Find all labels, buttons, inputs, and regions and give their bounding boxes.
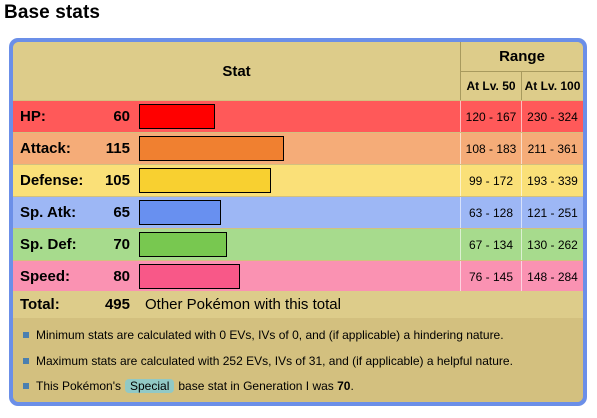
row-divider — [521, 101, 522, 132]
range-lv100: 230 - 324 — [527, 109, 578, 124]
stat-name[interactable]: Speed: — [20, 268, 71, 285]
total-label: Total: — [20, 296, 60, 313]
stat-name[interactable]: Attack: — [20, 140, 71, 157]
bullet-icon — [23, 332, 29, 338]
stat-bar — [139, 200, 221, 225]
bullet-icon — [23, 358, 29, 364]
stat-value: 70 — [113, 236, 130, 253]
stat-bar — [139, 104, 215, 129]
stat-value: 115 — [105, 140, 130, 157]
header-divider — [461, 71, 583, 72]
stat-row: Sp. Def: 70 67 - 134 130 - 262 — [13, 229, 583, 260]
range-lv50: 99 - 172 — [468, 173, 514, 188]
stat-bar-cell — [137, 261, 460, 292]
row-divider — [521, 165, 522, 196]
stat-value: 80 — [113, 268, 130, 285]
range-column-header: Range — [499, 48, 545, 65]
stat-label-cell: Sp. Def: 70 — [13, 229, 137, 260]
row-divider — [521, 133, 522, 164]
stat-value: 60 — [113, 108, 130, 125]
total-label-cell: Total: 495 — [13, 291, 137, 318]
notes-list: Minimum stats are calculated with 0 EVs,… — [13, 319, 583, 402]
stat-bar-cell — [137, 197, 460, 228]
section-heading: Base stats — [4, 2, 101, 23]
lv100-column-header: At Lv. 100 — [524, 79, 581, 93]
stat-row: HP: 60 120 - 167 230 - 324 — [13, 101, 583, 132]
lv50-column-header: At Lv. 50 — [466, 79, 516, 93]
row-divider — [460, 101, 461, 132]
row-divider — [521, 261, 522, 292]
range-lv50: 63 - 128 — [468, 205, 514, 220]
special-stat-badge[interactable]: Special — [125, 379, 175, 393]
stat-name[interactable]: Defense: — [20, 172, 84, 189]
row-divider — [521, 229, 522, 260]
note-gen1-suffix: . — [350, 379, 354, 393]
note-max: Maximum stats are calculated with 252 EV… — [36, 354, 513, 368]
list-item: Minimum stats are calculated with 0 EVs,… — [23, 326, 504, 344]
row-divider — [521, 197, 522, 228]
total-value: 495 — [104, 296, 130, 313]
stat-bar-cell — [137, 229, 460, 260]
note-gen1-value: 70 — [337, 379, 351, 393]
note-gen1-middle: base stat in Generation I was — [178, 379, 334, 393]
header-divider — [460, 42, 461, 100]
range-lv100: 193 - 339 — [527, 173, 578, 188]
stat-label-cell: HP: 60 — [13, 101, 137, 132]
stat-bar-cell — [137, 165, 460, 196]
stat-row: Defense: 105 99 - 172 193 - 339 — [13, 165, 583, 196]
stat-bar-cell — [137, 101, 460, 132]
note-gen1-prefix: This Pokémon's — [36, 379, 121, 393]
stat-label-cell: Defense: 105 — [13, 165, 137, 196]
range-lv50: 76 - 145 — [468, 269, 514, 284]
range-lv50: 108 - 183 — [465, 141, 517, 156]
row-divider — [460, 165, 461, 196]
table-inner: Stat Range At Lv. 50 At Lv. 100 HP: 60 120… — [13, 42, 583, 402]
stat-name[interactable]: HP: — [20, 108, 46, 125]
stat-column-header: Stat — [222, 62, 251, 80]
total-row: Total: 495 Other Pokémon with this total — [13, 291, 583, 318]
list-item: This Pokémon's Special base stat in Gene… — [23, 377, 354, 395]
stat-bar — [139, 232, 227, 257]
note-min: Minimum stats are calculated with 0 EVs,… — [36, 328, 504, 342]
stat-row: Speed: 80 76 - 145 148 - 284 — [13, 261, 583, 292]
row-divider — [460, 229, 461, 260]
range-lv100: 211 - 361 — [527, 141, 578, 156]
stat-label-cell: Attack: 115 — [13, 133, 137, 164]
row-divider — [460, 197, 461, 228]
stat-bar — [139, 136, 284, 161]
stat-value: 65 — [113, 204, 130, 221]
range-lv50: 120 - 167 — [465, 109, 517, 124]
stat-name[interactable]: Sp. Def: — [20, 236, 77, 253]
stat-label-cell: Sp. Atk: 65 — [13, 197, 137, 228]
range-lv50: 67 - 134 — [468, 237, 514, 252]
stat-row: Sp. Atk: 65 63 - 128 121 - 251 — [13, 197, 583, 228]
stat-name[interactable]: Sp. Atk: — [20, 204, 77, 221]
stat-label-cell: Speed: 80 — [13, 261, 137, 292]
stat-bar — [139, 168, 271, 193]
range-lv100: 130 - 262 — [527, 237, 578, 252]
row-divider — [460, 133, 461, 164]
list-item: Maximum stats are calculated with 252 EV… — [23, 352, 513, 370]
stat-row: Attack: 115 108 - 183 211 - 361 — [13, 133, 583, 164]
base-stats-table: Stat Range At Lv. 50 At Lv. 100 HP: 60 120… — [9, 38, 587, 406]
stat-value: 105 — [104, 172, 130, 189]
stat-bar-cell — [137, 133, 460, 164]
table-header: Stat Range At Lv. 50 At Lv. 100 — [13, 42, 583, 100]
row-divider — [460, 261, 461, 292]
other-pokemon-link[interactable]: Other Pokémon with this total — [145, 296, 341, 313]
range-lv100: 121 - 251 — [527, 205, 578, 220]
range-lv100: 148 - 284 — [527, 269, 578, 284]
stat-bar — [139, 264, 240, 289]
header-divider — [521, 72, 522, 100]
bullet-icon — [23, 383, 29, 389]
